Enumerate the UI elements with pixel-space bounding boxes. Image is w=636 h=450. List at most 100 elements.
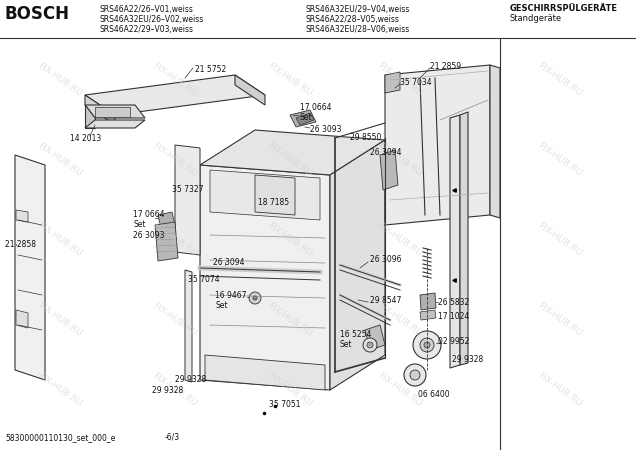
- Text: FIX-HUB.RU: FIX-HUB.RU: [36, 62, 84, 99]
- Text: 26 3093: 26 3093: [310, 125, 342, 134]
- Text: 06 6400: 06 6400: [418, 390, 450, 399]
- Polygon shape: [330, 140, 385, 390]
- Polygon shape: [210, 170, 320, 220]
- Circle shape: [413, 331, 441, 359]
- Text: FIX-HUB.RU: FIX-HUB.RU: [377, 141, 424, 179]
- Polygon shape: [365, 325, 385, 350]
- Text: FIX-HUB.RU: FIX-HUB.RU: [266, 372, 314, 409]
- Text: 29 9328: 29 9328: [175, 375, 206, 384]
- Circle shape: [424, 342, 430, 348]
- Polygon shape: [95, 107, 130, 117]
- Text: Set: Set: [300, 113, 312, 122]
- Polygon shape: [15, 155, 45, 380]
- Polygon shape: [255, 175, 295, 215]
- Polygon shape: [290, 110, 316, 127]
- Circle shape: [367, 342, 373, 348]
- Text: FIX-HUB.RU: FIX-HUB.RU: [266, 141, 314, 179]
- Text: 26 3094: 26 3094: [370, 148, 401, 157]
- Polygon shape: [158, 212, 175, 228]
- Text: 29 8547: 29 8547: [370, 296, 401, 305]
- Circle shape: [420, 338, 434, 352]
- Text: FIX-HUB.RU: FIX-HUB.RU: [151, 302, 198, 338]
- Text: 26 3093: 26 3093: [133, 231, 165, 240]
- Text: Set: Set: [340, 340, 352, 349]
- Text: 14 2013: 14 2013: [70, 134, 101, 143]
- Circle shape: [363, 338, 377, 352]
- Text: FIX-HUB.RU: FIX-HUB.RU: [151, 221, 198, 258]
- Circle shape: [249, 292, 261, 304]
- Polygon shape: [385, 72, 400, 93]
- Polygon shape: [385, 65, 490, 225]
- Polygon shape: [420, 310, 436, 320]
- Text: 26 5832: 26 5832: [438, 298, 469, 307]
- Text: GESCHIRRSPÜLGERÄTE: GESCHIRRSPÜLGERÄTE: [510, 4, 618, 13]
- Polygon shape: [450, 115, 460, 368]
- Text: 21 5752: 21 5752: [195, 65, 226, 74]
- Text: FIX-HUB.RU: FIX-HUB.RU: [36, 302, 84, 338]
- Polygon shape: [420, 293, 436, 310]
- Polygon shape: [155, 222, 178, 261]
- Text: 58300000110130_set_000_e: 58300000110130_set_000_e: [5, 433, 115, 442]
- Text: BOSCH: BOSCH: [5, 5, 70, 23]
- Text: 17 0664: 17 0664: [300, 103, 331, 112]
- Text: FIX-HUB.RU: FIX-HUB.RU: [536, 302, 584, 338]
- Text: FIX-HUB.RU: FIX-HUB.RU: [151, 141, 198, 179]
- Polygon shape: [296, 113, 314, 125]
- Polygon shape: [235, 75, 265, 105]
- Polygon shape: [85, 75, 265, 115]
- Text: 26 3094: 26 3094: [213, 258, 244, 267]
- Polygon shape: [175, 145, 200, 255]
- Text: FIX-HUB.RU: FIX-HUB.RU: [377, 62, 424, 99]
- Text: FIX-HUB.RU: FIX-HUB.RU: [36, 221, 84, 258]
- Polygon shape: [16, 210, 28, 222]
- Polygon shape: [200, 165, 330, 390]
- Text: FIX-HUB.RU: FIX-HUB.RU: [377, 221, 424, 258]
- Text: 26 3096: 26 3096: [370, 255, 401, 264]
- Text: 35 7327: 35 7327: [172, 185, 204, 194]
- Text: 35 7051: 35 7051: [269, 400, 301, 409]
- Polygon shape: [16, 310, 28, 328]
- Text: 16 9467: 16 9467: [215, 291, 247, 300]
- Text: FIX-HUB.RU: FIX-HUB.RU: [536, 141, 584, 179]
- Text: FIX-HUB.RU: FIX-HUB.RU: [536, 221, 584, 258]
- Text: FIX-HUB.RU: FIX-HUB.RU: [36, 141, 84, 179]
- Text: 35 7074: 35 7074: [188, 275, 219, 284]
- Text: FIX-HUB.RU: FIX-HUB.RU: [151, 62, 198, 99]
- Text: 29 8550: 29 8550: [350, 133, 382, 142]
- Text: FIX-HUB.RU: FIX-HUB.RU: [536, 62, 584, 99]
- Text: 17 0664: 17 0664: [133, 210, 165, 219]
- Text: SRS46A22/26–V01,weiss: SRS46A22/26–V01,weiss: [100, 5, 194, 14]
- Text: SRS46A32EU/26–V02,weiss: SRS46A32EU/26–V02,weiss: [100, 15, 204, 24]
- Polygon shape: [380, 150, 398, 190]
- Polygon shape: [200, 130, 385, 175]
- Text: FIX-HUB.RU: FIX-HUB.RU: [266, 302, 314, 338]
- Circle shape: [253, 296, 257, 300]
- Text: 16 5254: 16 5254: [340, 330, 371, 339]
- Polygon shape: [185, 270, 192, 382]
- Polygon shape: [85, 120, 145, 128]
- Polygon shape: [205, 355, 325, 390]
- Text: 29 9328: 29 9328: [152, 386, 183, 395]
- Text: 29 9328: 29 9328: [452, 355, 483, 364]
- Polygon shape: [85, 105, 145, 118]
- Text: FIX-HUB.RU: FIX-HUB.RU: [536, 372, 584, 409]
- Text: SRS46A22/28–V05,weiss: SRS46A22/28–V05,weiss: [305, 15, 399, 24]
- Text: 02 9952: 02 9952: [438, 337, 469, 346]
- Text: 17 1024: 17 1024: [438, 312, 469, 321]
- Text: Standgeräte: Standgeräte: [510, 14, 562, 23]
- Text: 21 2859: 21 2859: [430, 62, 461, 71]
- Text: 35 7034: 35 7034: [400, 78, 432, 87]
- Text: 18 7185: 18 7185: [258, 198, 289, 207]
- Circle shape: [404, 364, 426, 386]
- Text: FIX-HUB.RU: FIX-HUB.RU: [377, 372, 424, 409]
- Text: FIX-HUB.RU: FIX-HUB.RU: [266, 221, 314, 258]
- Text: FIX-HUB.RU: FIX-HUB.RU: [266, 62, 314, 99]
- Text: FIX-HUB.RU: FIX-HUB.RU: [377, 302, 424, 338]
- Text: Set: Set: [215, 301, 228, 310]
- Polygon shape: [490, 65, 500, 218]
- Text: Set: Set: [133, 220, 146, 229]
- Text: SRS46A32EU/28–V06,weiss: SRS46A32EU/28–V06,weiss: [305, 25, 409, 34]
- Text: SRS46A32EU/29–V04,weiss: SRS46A32EU/29–V04,weiss: [305, 5, 410, 14]
- Circle shape: [410, 370, 420, 380]
- Polygon shape: [85, 95, 115, 125]
